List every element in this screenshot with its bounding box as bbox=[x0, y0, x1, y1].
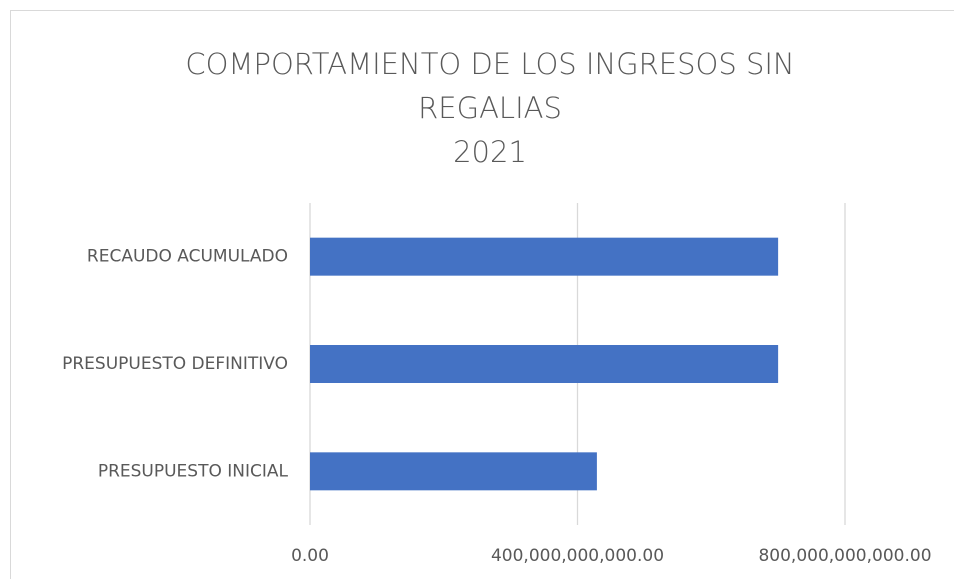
x-tick-label: 400,000,000,000.00 bbox=[491, 546, 664, 566]
x-tick-label: 800,000,000,000.00 bbox=[758, 546, 931, 566]
y-tick-label: RECAUDO ACUMULADO bbox=[87, 247, 288, 267]
bar bbox=[310, 237, 779, 276]
y-tick-label: PRESUPUESTO INICIAL bbox=[98, 461, 289, 481]
x-tick-label: 0.00 bbox=[291, 546, 329, 566]
chart-subtitle: 2021 bbox=[453, 135, 527, 169]
y-tick-label: PRESUPUESTO DEFINITIVO bbox=[62, 354, 288, 374]
bar bbox=[310, 452, 597, 491]
chart-title: COMPORTAMIENTO DE LOS INGRESOS SIN REGAL… bbox=[185, 47, 795, 125]
title-block: COMPORTAMIENTO DE LOS INGRESOS SIN REGAL… bbox=[160, 42, 820, 174]
chart-border bbox=[10, 10, 954, 579]
bar bbox=[310, 345, 779, 383]
